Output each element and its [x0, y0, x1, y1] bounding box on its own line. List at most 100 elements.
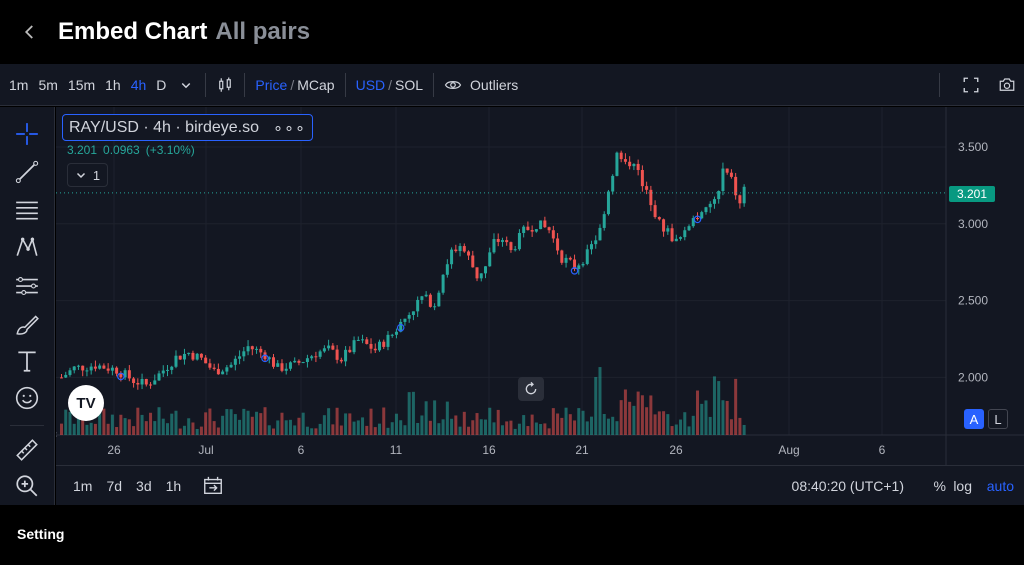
volume-bar	[344, 413, 348, 435]
volume-bar	[513, 428, 517, 435]
timeframe-1m[interactable]: 1m	[9, 76, 29, 93]
timeframe-15m[interactable]: 15m	[67, 76, 96, 93]
crosshair-tool[interactable]	[11, 118, 43, 150]
price-tick-label: 2.000	[958, 370, 988, 384]
page-subtitle: All pairs	[215, 18, 311, 45]
log-toggle[interactable]: log	[953, 478, 972, 494]
screenshot-button[interactable]	[998, 76, 1016, 94]
candle-body	[615, 152, 619, 176]
volume-bar	[212, 421, 216, 435]
volume-bar	[216, 427, 220, 435]
volume-bar	[242, 408, 246, 435]
range-1m[interactable]: 1m	[73, 477, 93, 494]
timeframe-1h[interactable]: 1h	[105, 76, 121, 93]
candle-body	[573, 259, 577, 270]
current-price-label: 3.201	[949, 186, 995, 202]
volume-bar	[178, 428, 182, 435]
smiley-icon	[15, 386, 39, 410]
brush-tool[interactable]	[11, 308, 43, 340]
candle-body	[564, 257, 568, 263]
timeframe-4h[interactable]: 4h	[130, 76, 147, 93]
volume-bar	[636, 391, 640, 435]
candle-body	[687, 226, 691, 231]
volume-bar	[738, 417, 742, 435]
percent-toggle[interactable]: %	[933, 478, 946, 494]
volume-bar	[250, 416, 254, 435]
candlestick-chart[interactable]: 3.500 3.000 2.500 2.000 26 Jul 6 11 16 21 26 Aug 6 ‹	[56, 107, 1024, 465]
more-icon[interactable]: ∘∘∘	[273, 119, 307, 137]
volume-bar	[560, 417, 564, 435]
volume-bar	[611, 416, 615, 435]
candle-body	[619, 152, 623, 160]
candle-body	[725, 168, 729, 173]
indicators-collapse-button[interactable]: 1	[67, 163, 108, 187]
candle-body	[441, 274, 445, 293]
candle-body	[411, 311, 415, 315]
trendline-tool[interactable]	[11, 156, 43, 188]
candle-body	[496, 239, 500, 242]
calendar-icon	[204, 476, 223, 494]
zoom-tool[interactable]	[11, 470, 43, 502]
range-1h[interactable]: 1h	[165, 477, 182, 494]
candle-body	[712, 199, 716, 204]
currency-toggle[interactable]: USD / SOL	[355, 76, 424, 93]
price-tick-label: 3.500	[958, 140, 988, 154]
range-7d[interactable]: 7d	[106, 477, 123, 494]
volume-bar	[492, 422, 496, 435]
settings-bar[interactable]: Setting	[0, 505, 1024, 565]
chart-type-button[interactable]	[216, 76, 234, 94]
candle-body	[344, 349, 348, 362]
emoji-tool[interactable]	[11, 382, 43, 414]
horizontal-lines-tool[interactable]	[11, 194, 43, 226]
range-3d[interactable]: 3d	[136, 477, 152, 494]
setting-label[interactable]: Setting	[17, 526, 65, 542]
candle-body	[382, 341, 386, 347]
candle-body	[458, 246, 462, 252]
candle-body	[182, 353, 186, 360]
volume-bar	[509, 420, 513, 435]
text-tool[interactable]	[11, 345, 43, 377]
volume-bar	[98, 411, 102, 435]
lock-scale-button[interactable]: L	[988, 409, 1008, 429]
panel-toggle-glyph: ‹	[56, 429, 57, 440]
candle-body	[420, 296, 424, 300]
candle-body	[539, 220, 543, 230]
volume-bar	[606, 418, 610, 435]
price-change-percent: (+3.10%)	[145, 143, 195, 157]
volume-bar	[263, 407, 267, 435]
candle-body	[64, 374, 68, 378]
auto-scale-button[interactable]: A	[964, 409, 984, 429]
symbol-legend[interactable]: RAY/USD · 4h · birdeye.so ∘∘∘	[62, 114, 314, 141]
outliers-toggle[interactable]: Outliers	[444, 76, 518, 94]
back-button[interactable]	[6, 0, 54, 64]
volume-bar	[132, 426, 136, 435]
timeframe-5m[interactable]: 5m	[38, 76, 58, 93]
pattern-tool[interactable]	[11, 231, 43, 263]
volume-bar	[445, 401, 449, 435]
time-tick-label: 21	[575, 443, 589, 457]
chart-area[interactable]: 3.5003.0002.5002.00026Jul611162126Aug6‹ …	[56, 107, 1024, 465]
candle-body	[81, 365, 85, 371]
timeframe-d[interactable]: D	[156, 76, 167, 93]
measure-tool[interactable]	[11, 434, 43, 466]
projection-tool[interactable]	[11, 270, 43, 302]
candle-body	[729, 172, 733, 177]
candle-body	[255, 348, 259, 350]
candle-body	[645, 186, 649, 190]
fullscreen-button[interactable]	[962, 76, 980, 94]
volume-bar	[556, 413, 560, 435]
price-mcap-toggle[interactable]: Price / MCap	[255, 76, 335, 93]
go-to-date-button[interactable]	[202, 475, 224, 497]
timeframe-dropdown[interactable]	[177, 76, 195, 94]
divider	[344, 72, 346, 97]
reset-chart-button[interactable]	[518, 377, 544, 401]
volume-bar	[530, 414, 534, 435]
sol-option: SOL	[395, 76, 424, 93]
candle-body	[72, 366, 76, 371]
tradingview-logo[interactable]: TV	[68, 385, 104, 421]
auto-toggle[interactable]: auto	[986, 478, 1014, 494]
candle-body	[178, 355, 182, 360]
candle-body	[263, 352, 267, 360]
clock-timezone[interactable]: 08:40:20 (UTC+1)	[791, 478, 904, 494]
volume-bar	[327, 408, 331, 435]
